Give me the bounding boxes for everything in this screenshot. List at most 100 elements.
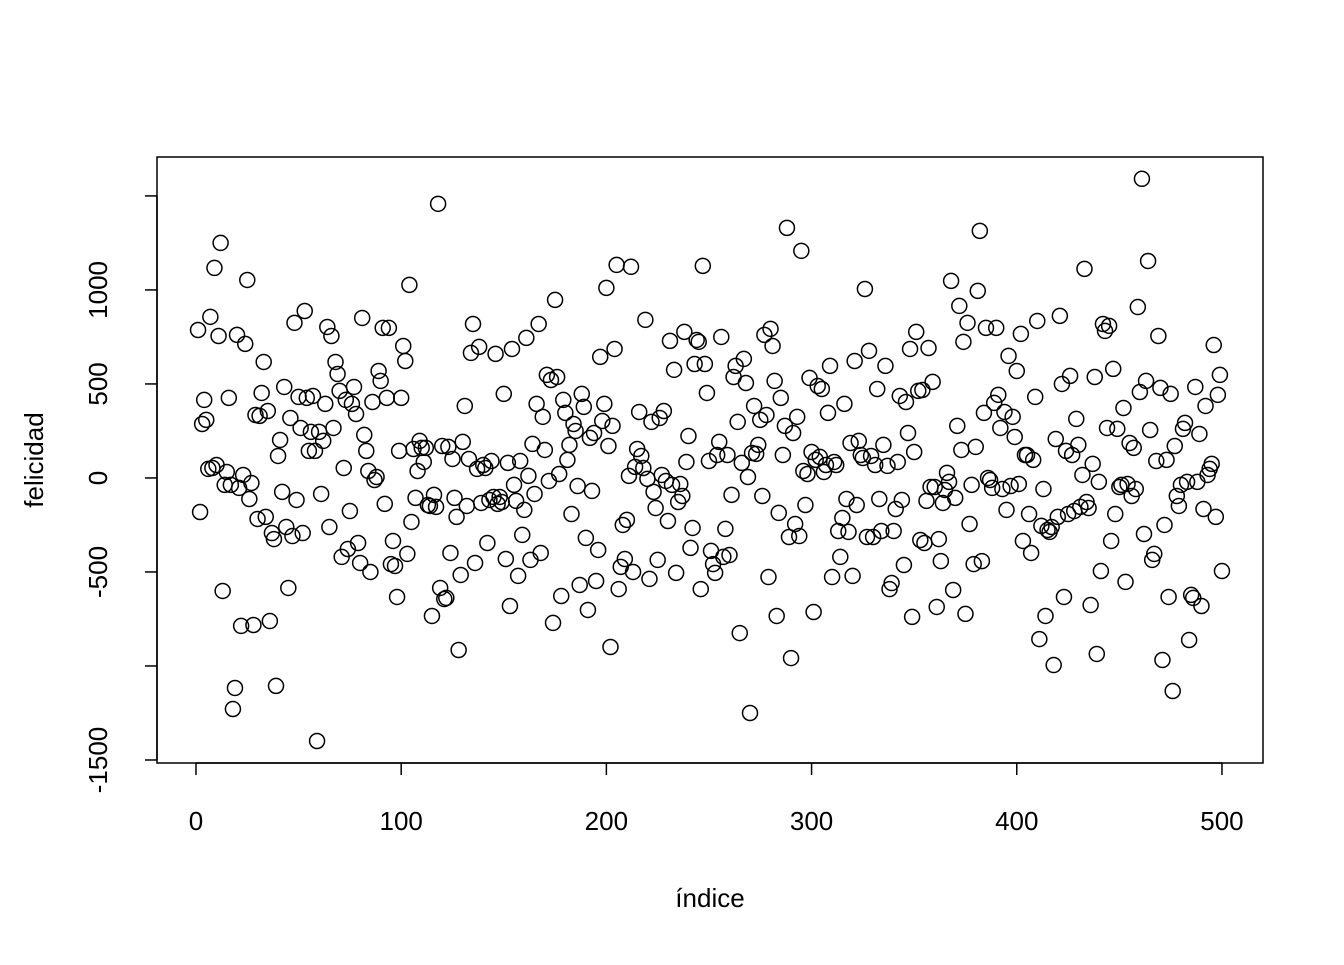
point	[1211, 366, 1229, 384]
point	[918, 492, 935, 510]
point	[797, 496, 814, 514]
point	[866, 456, 884, 474]
point	[429, 195, 447, 213]
point	[1164, 682, 1181, 700]
point	[1024, 451, 1042, 469]
point	[729, 413, 746, 431]
point	[436, 590, 453, 608]
point	[891, 387, 909, 405]
point	[255, 353, 272, 371]
point	[540, 472, 558, 490]
point	[325, 419, 342, 437]
point	[1008, 362, 1026, 380]
point	[409, 462, 426, 480]
point	[470, 338, 488, 356]
point	[571, 576, 588, 594]
point	[842, 434, 859, 452]
point	[1092, 562, 1110, 580]
point	[212, 234, 229, 252]
point	[208, 456, 225, 474]
point	[996, 403, 1013, 421]
point	[372, 372, 389, 390]
point	[788, 408, 806, 426]
point	[518, 329, 535, 347]
point	[756, 326, 773, 344]
point	[965, 555, 982, 573]
point	[749, 436, 767, 454]
point	[366, 471, 383, 489]
point	[304, 387, 322, 405]
point	[885, 522, 902, 540]
point	[401, 276, 418, 294]
point	[1090, 473, 1108, 491]
point	[815, 463, 833, 481]
point	[460, 450, 478, 468]
point	[971, 222, 989, 240]
point	[1006, 428, 1023, 446]
point	[926, 478, 943, 496]
point	[339, 540, 357, 558]
point	[719, 446, 736, 464]
point	[643, 413, 660, 431]
point	[907, 323, 925, 341]
point	[314, 432, 332, 450]
point	[259, 402, 277, 420]
point	[799, 465, 816, 483]
point	[987, 319, 1005, 337]
point	[1061, 367, 1079, 385]
point	[446, 489, 463, 507]
point	[1176, 414, 1194, 432]
point	[275, 378, 293, 396]
point	[239, 271, 256, 289]
point	[846, 352, 863, 370]
point	[425, 486, 443, 504]
point	[821, 357, 839, 375]
point	[481, 491, 498, 509]
point	[723, 486, 740, 504]
point	[427, 498, 445, 516]
point	[676, 323, 693, 341]
point	[678, 453, 695, 471]
point	[791, 527, 808, 545]
point	[1055, 588, 1073, 606]
point	[1043, 518, 1060, 536]
point	[883, 574, 900, 592]
point	[1076, 260, 1093, 278]
point	[844, 567, 861, 585]
point	[1119, 475, 1136, 493]
point	[733, 454, 751, 472]
point	[760, 568, 777, 586]
point	[403, 513, 420, 531]
point	[602, 638, 619, 656]
point	[1010, 475, 1028, 493]
point	[483, 452, 500, 470]
point	[278, 518, 295, 536]
point	[516, 501, 533, 519]
point	[645, 483, 662, 501]
point	[390, 442, 408, 460]
point	[249, 510, 266, 528]
point	[399, 545, 416, 563]
point	[575, 398, 593, 416]
point	[1197, 397, 1214, 415]
point	[579, 601, 597, 619]
point	[388, 588, 406, 606]
point	[1156, 516, 1173, 534]
x-tick-label: 200	[585, 806, 628, 836]
point	[932, 552, 950, 570]
point	[998, 501, 1015, 519]
point	[1191, 425, 1208, 443]
point	[288, 491, 305, 509]
point	[567, 422, 584, 440]
point	[298, 389, 316, 407]
point	[682, 539, 699, 557]
point	[805, 603, 822, 621]
x-tick-label: 100	[379, 806, 422, 836]
point	[1096, 322, 1114, 340]
point	[630, 403, 648, 421]
point	[715, 548, 732, 566]
point	[360, 462, 377, 480]
point	[292, 419, 309, 437]
point	[772, 389, 790, 407]
point	[536, 441, 554, 459]
